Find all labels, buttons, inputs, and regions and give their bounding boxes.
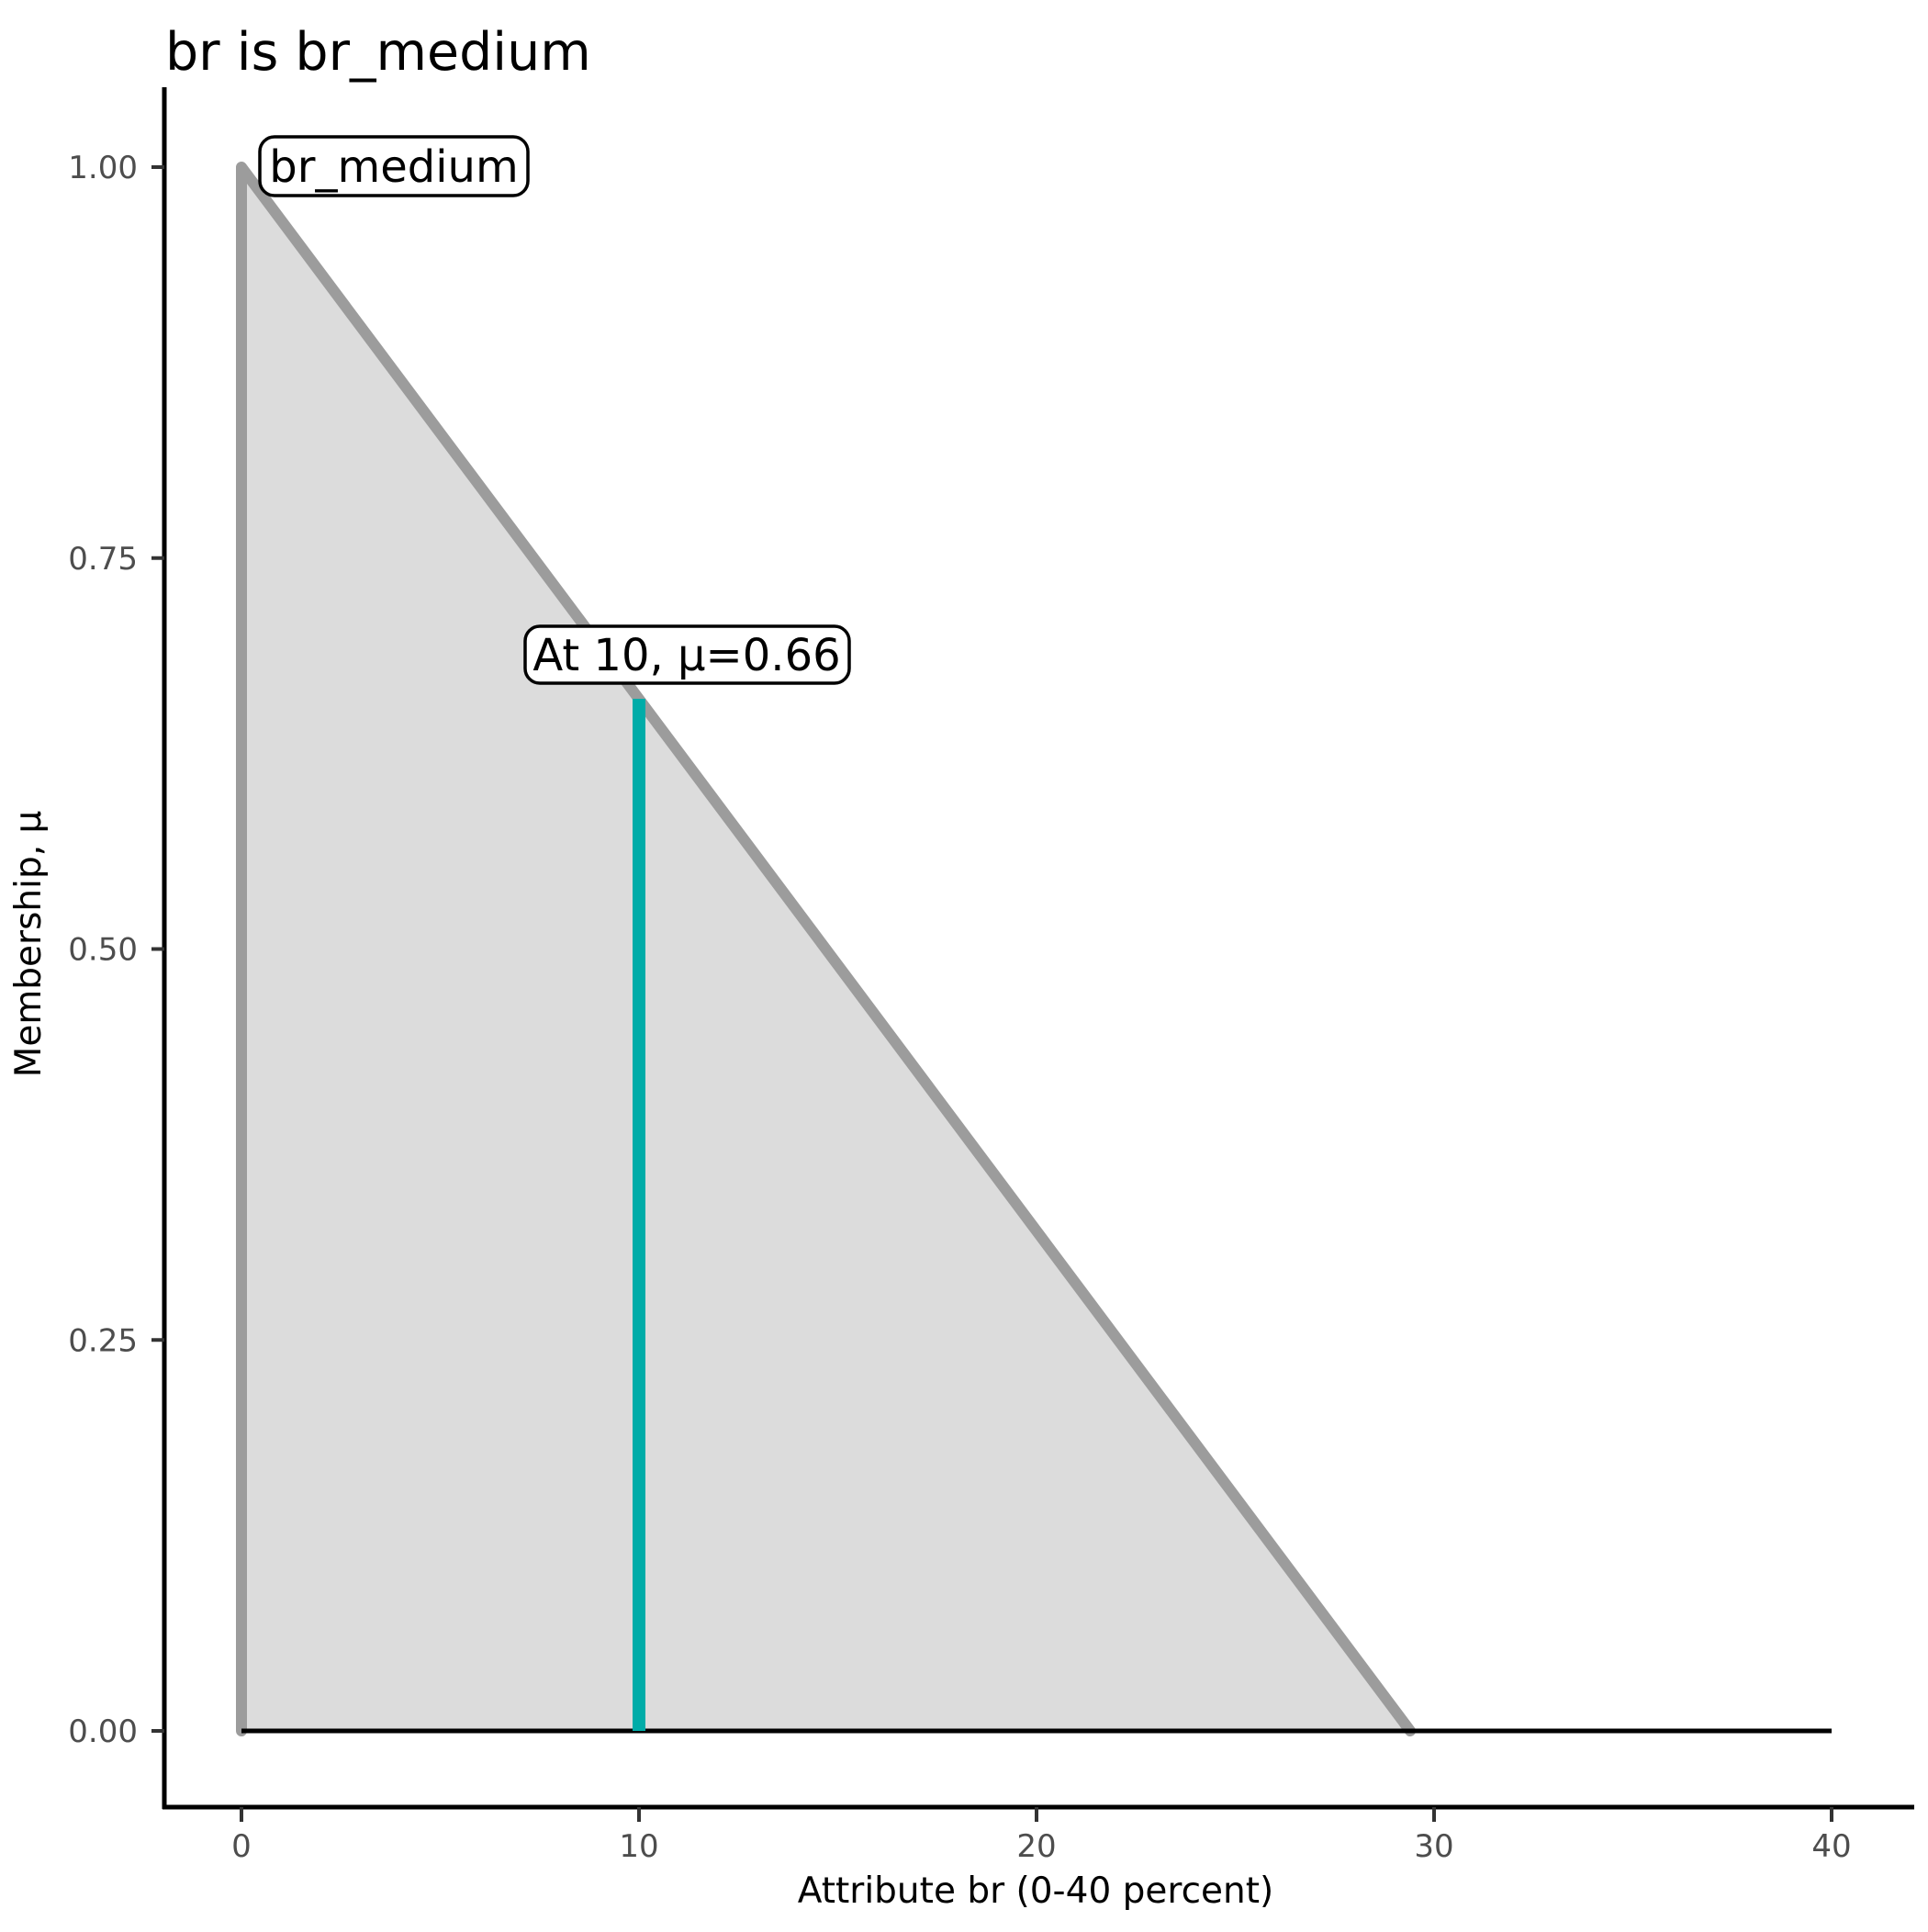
x-tick-label: 40 [1811, 1828, 1851, 1865]
y-tick-label: 1.00 [68, 150, 138, 186]
value-callout-box [523, 624, 851, 685]
y-tick-label: 0.50 [68, 932, 138, 969]
value-callout-text: At 10, μ=0.66 [532, 630, 840, 681]
value-callout: At 10, μ=0.66 [523, 624, 851, 685]
x-tick-label: 30 [1414, 1828, 1453, 1865]
y-axis-title: Membership, μ [8, 811, 50, 1078]
y-axis-ticks: 0.00 0.25 0.50 0.75 1.00 [68, 150, 164, 1750]
x-tick-label: 0 [231, 1828, 252, 1865]
y-tick-label: 0.25 [68, 1322, 138, 1359]
mf-name-label: br_medium [258, 135, 530, 197]
membership-function-layer [236, 162, 1832, 1736]
x-tick-label: 10 [619, 1828, 658, 1865]
y-tick-label: 0.00 [68, 1713, 138, 1750]
plot-title: br is br_medium [165, 22, 591, 83]
y-tick-label: 0.75 [68, 541, 138, 578]
x-axis-title: Attribute br (0-40 percent) [798, 1870, 1274, 1912]
x-axis-ticks: 0 10 20 30 40 [231, 1807, 1852, 1865]
membership-border [236, 162, 1417, 1736]
mf-name-label-box [258, 135, 530, 197]
mf-name-label-text: br_medium [269, 141, 518, 193]
x-tick-label: 20 [1016, 1828, 1056, 1865]
